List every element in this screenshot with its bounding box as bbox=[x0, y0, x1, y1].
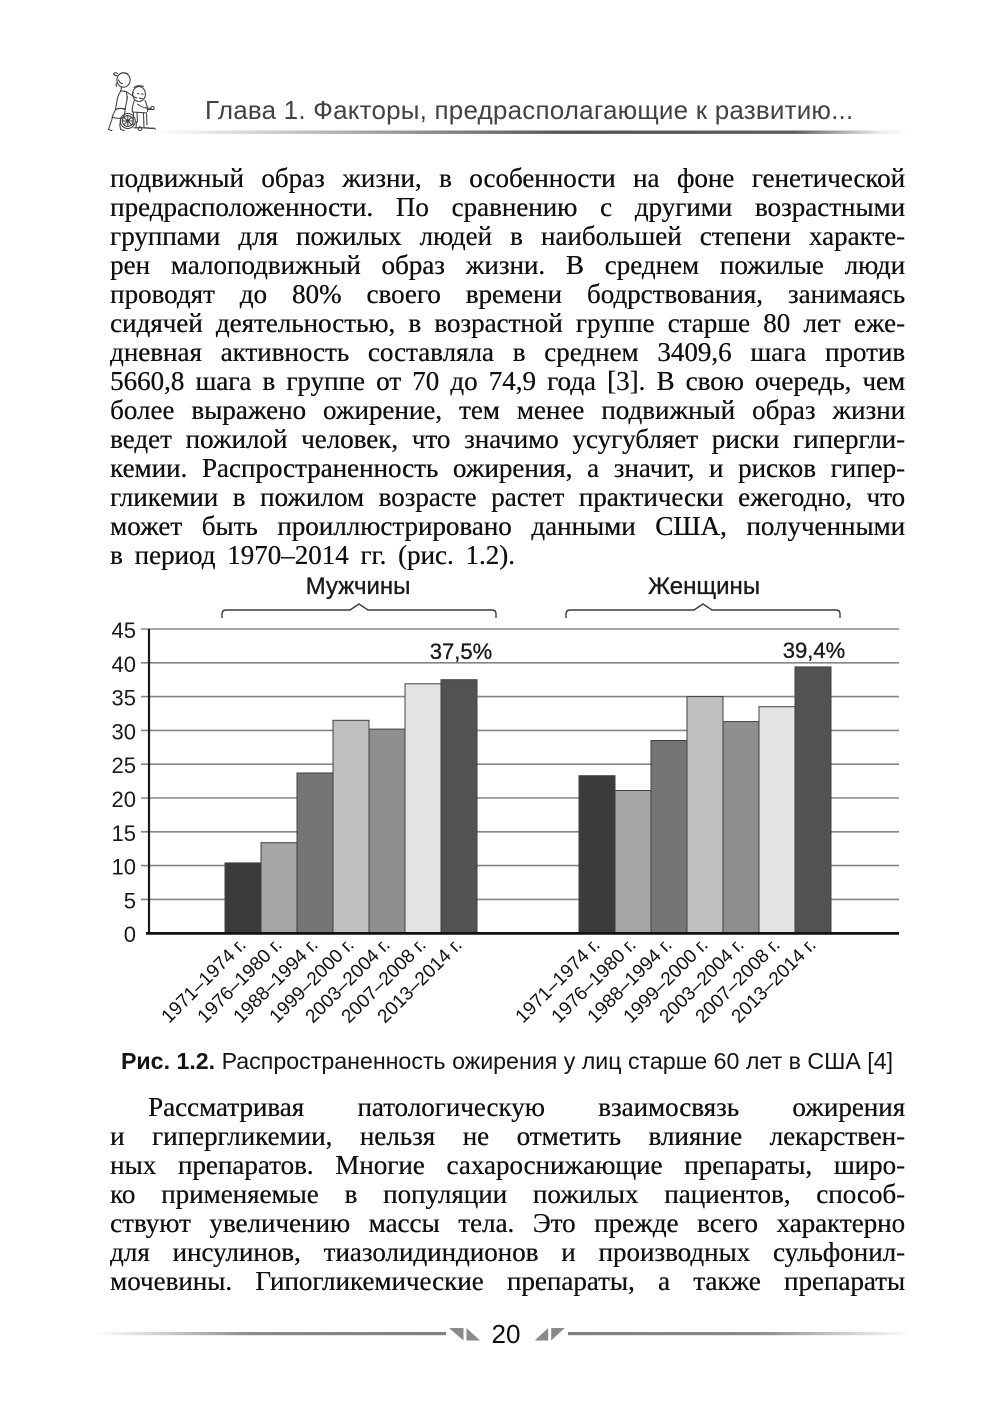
svg-text:20: 20 bbox=[492, 1319, 521, 1349]
svg-text:39,4%: 39,4% bbox=[783, 638, 845, 663]
svg-text:40: 40 bbox=[112, 652, 136, 677]
svg-text:0: 0 bbox=[124, 922, 136, 947]
svg-text:25: 25 bbox=[112, 753, 136, 778]
svg-text:5: 5 bbox=[124, 888, 136, 913]
svg-text:30: 30 bbox=[112, 719, 136, 744]
svg-text:10: 10 bbox=[112, 855, 136, 880]
svg-text:20: 20 bbox=[112, 787, 136, 812]
svg-text:Женщины: Женщины bbox=[648, 573, 760, 600]
svg-text:37,5%: 37,5% bbox=[430, 639, 492, 664]
svg-text:45: 45 bbox=[112, 618, 136, 643]
svg-text:15: 15 bbox=[112, 821, 136, 846]
svg-text:35: 35 bbox=[112, 686, 136, 711]
svg-text:Мужчины: Мужчины bbox=[306, 573, 411, 600]
